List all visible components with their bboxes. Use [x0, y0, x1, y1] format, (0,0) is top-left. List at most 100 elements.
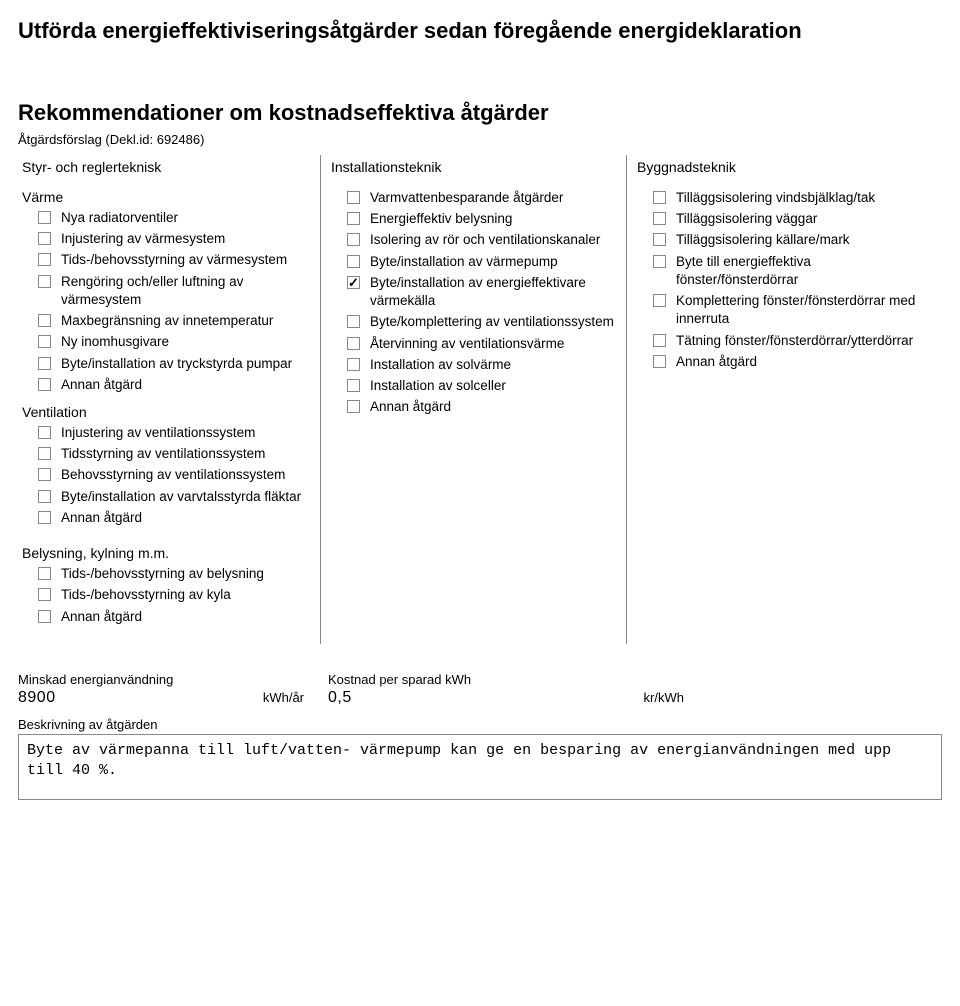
group-belysning: Belysning, kylning m.m.Tids-/behovsstyrn… — [22, 545, 310, 626]
checkbox-icon[interactable] — [38, 335, 51, 348]
checkbox-item[interactable]: Installation av solvärme — [331, 356, 616, 374]
checkbox-icon[interactable] — [38, 378, 51, 391]
checkbox-icon[interactable] — [347, 276, 360, 289]
checkbox-item[interactable]: Tätning fönster/fönsterdörrar/ytterdörra… — [637, 332, 916, 350]
checkbox-icon[interactable] — [347, 400, 360, 413]
checkbox-icon[interactable] — [653, 294, 666, 307]
checkbox-item[interactable]: Installation av solceller — [331, 377, 616, 395]
checkbox-label: Byte/installation av varvtalsstyrda fläk… — [61, 488, 310, 506]
checkbox-icon[interactable] — [38, 314, 51, 327]
cost-per-kwh-label: Kostnad per sparad kWh — [328, 672, 708, 687]
checkbox-icon[interactable] — [38, 426, 51, 439]
checkbox-item[interactable]: Tids-/behovsstyrning av kyla — [22, 586, 310, 604]
checkbox-icon[interactable] — [653, 212, 666, 225]
checkbox-item[interactable]: Annan åtgärd — [22, 608, 310, 626]
column-installation: Installationsteknik Varmvattenbesparande… — [320, 155, 626, 644]
checkbox-label: Installation av solceller — [370, 377, 616, 395]
page-root: Utförda energieffektiviseringsåtgärder s… — [0, 0, 960, 830]
column-head-left: Styr- och reglerteknisk — [22, 159, 310, 175]
checkbox-item[interactable]: Annan åtgärd — [331, 398, 616, 416]
checkbox-icon[interactable] — [38, 490, 51, 503]
checkbox-icon[interactable] — [38, 211, 51, 224]
checkbox-label: Tilläggsisolering vindsbjälklag/tak — [676, 189, 916, 207]
checkbox-item[interactable]: Annan åtgärd — [637, 353, 916, 371]
checkbox-item[interactable]: Injustering av värmesystem — [22, 230, 310, 248]
column-control: Styr- och reglerteknisk VärmeNya radiato… — [18, 155, 320, 644]
checkbox-icon[interactable] — [653, 255, 666, 268]
checkbox-label: Byte/komplettering av ventilationssystem — [370, 313, 616, 331]
checkbox-item[interactable]: Byte/installation av tryckstyrda pumpar — [22, 355, 310, 373]
checkbox-icon[interactable] — [347, 191, 360, 204]
checkbox-item[interactable]: Annan åtgärd — [22, 376, 310, 394]
checkbox-icon[interactable] — [38, 567, 51, 580]
checkbox-icon[interactable] — [347, 358, 360, 371]
cost-per-kwh-unit: kr/kWh — [644, 690, 684, 705]
checkbox-item[interactable]: Nya radiatorventiler — [22, 209, 310, 227]
checkbox-label: Isolering av rör och ventilationskanaler — [370, 231, 616, 249]
columns-row: Styr- och reglerteknisk VärmeNya radiato… — [18, 155, 942, 644]
checkbox-item[interactable]: Tids-/behovsstyrning av värmesystem — [22, 251, 310, 269]
checkbox-item[interactable]: Byte/installation av varvtalsstyrda fläk… — [22, 488, 310, 506]
checkbox-icon[interactable] — [347, 337, 360, 350]
checkbox-item[interactable]: Byte/komplettering av ventilationssystem — [331, 313, 616, 331]
checkbox-item[interactable]: Behovsstyrning av ventilationssystem — [22, 466, 310, 484]
checkbox-item[interactable]: Tids-/behovsstyrning av belysning — [22, 565, 310, 583]
checkbox-item[interactable]: Tidsstyrning av ventilationssystem — [22, 445, 310, 463]
checkbox-icon[interactable] — [653, 355, 666, 368]
checkbox-icon[interactable] — [38, 357, 51, 370]
checkbox-label: Tilläggsisolering källare/mark — [676, 231, 916, 249]
checkbox-label: Energieffektiv belysning — [370, 210, 616, 228]
column-building: Byggnadsteknik Tilläggsisolering vindsbj… — [626, 155, 926, 644]
column-head-right: Byggnadsteknik — [637, 159, 916, 175]
checkbox-item[interactable]: Tilläggsisolering väggar — [637, 210, 916, 228]
checkbox-icon[interactable] — [347, 379, 360, 392]
checkbox-label: Injustering av värmesystem — [61, 230, 310, 248]
checkbox-item[interactable]: Energieffektiv belysning — [331, 210, 616, 228]
checkbox-item[interactable]: Varmvattenbesparande åtgärder — [331, 189, 616, 207]
checkbox-icon[interactable] — [347, 212, 360, 225]
checkbox-label: Installation av solvärme — [370, 356, 616, 374]
checkbox-icon[interactable] — [38, 232, 51, 245]
description-text: Byte av värmepanna till luft/vatten- vär… — [18, 734, 942, 801]
checkbox-label: Ny inomhusgivare — [61, 333, 310, 351]
description-label: Beskrivning av åtgärden — [18, 717, 942, 732]
checkbox-item[interactable]: Isolering av rör och ventilationskanaler — [331, 231, 616, 249]
checkbox-item[interactable]: Byte/installation av värmepump — [331, 253, 616, 271]
checkbox-item[interactable]: Tilläggsisolering vindsbjälklag/tak — [637, 189, 916, 207]
checkbox-icon[interactable] — [38, 447, 51, 460]
checkbox-label: Tidsstyrning av ventilationssystem — [61, 445, 310, 463]
checkbox-icon[interactable] — [653, 233, 666, 246]
bottom-section: Minskad energianvändning 8900 kWh/år Kos… — [18, 672, 942, 801]
checkbox-item[interactable]: Tilläggsisolering källare/mark — [637, 231, 916, 249]
checkbox-item[interactable]: Injustering av ventilationssystem — [22, 424, 310, 442]
checkbox-icon[interactable] — [347, 233, 360, 246]
page-subtitle: Åtgärdsförslag (Dekl.id: 692486) — [18, 132, 942, 147]
checkbox-item[interactable]: Rengöring och/eller luftning av värmesys… — [22, 273, 310, 309]
checkbox-label: Byte/installation av energieffektivare v… — [370, 274, 616, 310]
checkbox-icon[interactable] — [38, 275, 51, 288]
checkbox-icon[interactable] — [38, 588, 51, 601]
checkbox-icon[interactable] — [347, 315, 360, 328]
checkbox-icon[interactable] — [38, 610, 51, 623]
checkbox-label: Tilläggsisolering väggar — [676, 210, 916, 228]
checkbox-icon[interactable] — [653, 334, 666, 347]
checkbox-icon[interactable] — [347, 255, 360, 268]
checkbox-icon[interactable] — [38, 468, 51, 481]
group-title: Ventilation — [22, 404, 310, 420]
checkbox-label: Annan åtgärd — [61, 509, 310, 527]
checkbox-label: Varmvattenbesparande åtgärder — [370, 189, 616, 207]
checkbox-item[interactable]: Komplettering fönster/fönsterdörrar med … — [637, 292, 916, 328]
checkbox-item[interactable]: Ny inomhusgivare — [22, 333, 310, 351]
checkbox-label: Återvinning av ventilationsvärme — [370, 335, 616, 353]
checkbox-icon[interactable] — [38, 253, 51, 266]
checkbox-item[interactable]: Maxbegränsning av innetemperatur — [22, 312, 310, 330]
checkbox-label: Nya radiatorventiler — [61, 209, 310, 227]
checkbox-icon[interactable] — [38, 511, 51, 524]
checkbox-item[interactable]: Återvinning av ventilationsvärme — [331, 335, 616, 353]
checkbox-icon[interactable] — [653, 191, 666, 204]
checkbox-item[interactable]: Byte/installation av energieffektivare v… — [331, 274, 616, 310]
column-head-mid: Installationsteknik — [331, 159, 616, 175]
checkbox-item[interactable]: Annan åtgärd — [22, 509, 310, 527]
checkbox-label: Maxbegränsning av innetemperatur — [61, 312, 310, 330]
checkbox-item[interactable]: Byte till energieffektiva fönster/fönste… — [637, 253, 916, 289]
